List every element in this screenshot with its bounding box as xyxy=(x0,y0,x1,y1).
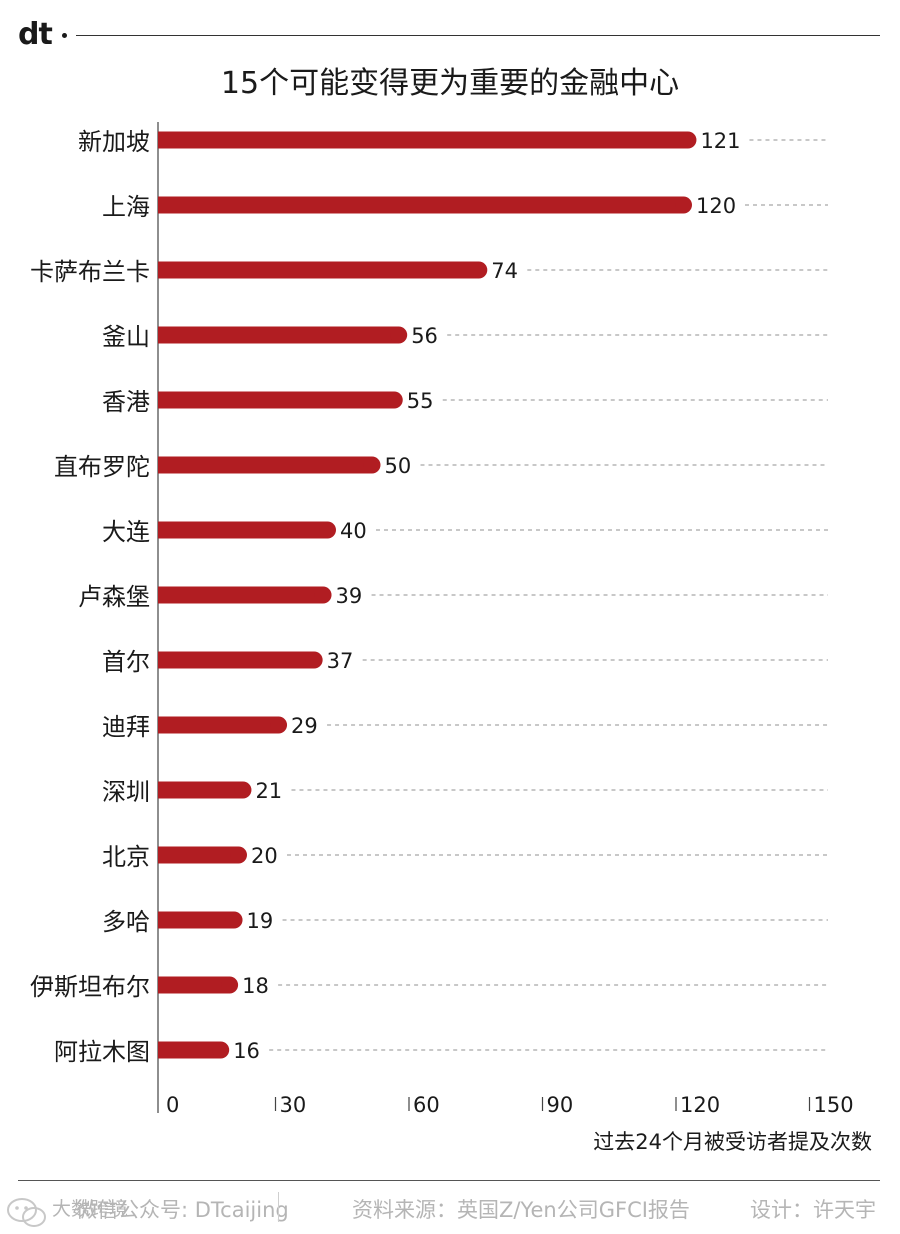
bar-cap xyxy=(270,716,288,734)
bar xyxy=(158,326,399,344)
bar xyxy=(158,716,279,734)
bar-cap xyxy=(212,1041,230,1059)
x-tick-label: 30 xyxy=(280,1093,307,1117)
value-label: 20 xyxy=(251,844,278,868)
chart-title: 15个可能变得更为重要的金融中心 xyxy=(220,66,680,101)
bar-cap xyxy=(225,911,243,929)
value-label: 18 xyxy=(242,974,269,998)
category-label: 釜山 xyxy=(102,323,150,351)
category-label: 卢森堡 xyxy=(78,583,150,611)
value-label: 56 xyxy=(411,324,438,348)
wechat-icon xyxy=(7,1198,46,1227)
bar xyxy=(158,196,684,214)
bar-cap xyxy=(314,586,332,604)
value-label: 29 xyxy=(291,714,318,738)
value-label: 120 xyxy=(696,194,736,218)
logo-dot-icon xyxy=(62,33,67,38)
bar-cap xyxy=(319,521,336,539)
bar-cap xyxy=(675,196,692,214)
footer-wechat: 微信公众号: DTcaijing xyxy=(76,1198,289,1222)
bar xyxy=(158,456,372,474)
category-label: 阿拉木图 xyxy=(54,1038,150,1066)
bar xyxy=(158,651,315,669)
value-label: 74 xyxy=(491,259,518,283)
header-rule xyxy=(76,35,880,36)
category-label: 多哈 xyxy=(102,908,150,936)
bar xyxy=(158,846,239,864)
category-label: 迪拜 xyxy=(102,713,150,741)
value-label: 121 xyxy=(700,129,740,153)
category-label: 卡萨布兰卡 xyxy=(30,258,150,286)
bar-cap xyxy=(230,846,247,864)
brand-logo: dt xyxy=(18,17,53,52)
watermark-text: 大数跨境 xyxy=(52,1198,129,1220)
value-label: 50 xyxy=(385,454,412,478)
bar xyxy=(158,131,688,149)
bar-chart: 新加坡 121 上海 120 卡萨布兰卡 74 釜山 56 香港 55 直布罗陀 50 大连 40 卢森堡 3… xyxy=(30,122,872,1154)
bar xyxy=(158,521,328,539)
category-label: 大连 xyxy=(102,518,150,546)
x-axis-label: 过去24个月被受访者提及次数 xyxy=(593,1130,872,1154)
category-label: 新加坡 xyxy=(78,128,150,156)
bar xyxy=(158,976,230,994)
bar xyxy=(158,586,324,604)
footer-source: 资料来源：英国Z/Yen公司GFCI报告 xyxy=(352,1198,690,1222)
bar xyxy=(158,261,479,279)
value-label: 40 xyxy=(340,519,367,543)
x-tick-label: 150 xyxy=(814,1093,854,1117)
bar xyxy=(158,781,243,799)
bar xyxy=(158,391,395,409)
footer-separator xyxy=(278,1192,279,1222)
value-label: 39 xyxy=(336,584,363,608)
footer-rule xyxy=(18,1180,880,1181)
category-label: 首尔 xyxy=(102,648,150,676)
bar-cap xyxy=(390,326,408,344)
bar-cap xyxy=(305,651,323,669)
footer-design: 设计：许天宇 xyxy=(750,1198,876,1222)
value-label: 37 xyxy=(327,649,354,673)
x-tick-label: 0 xyxy=(166,1093,179,1117)
bar-cap xyxy=(221,976,239,994)
category-label: 直布罗陀 xyxy=(54,453,150,481)
value-label: 21 xyxy=(255,779,282,803)
x-tick-label: 90 xyxy=(547,1093,574,1117)
x-tick-label: 120 xyxy=(680,1093,720,1117)
header-bar: dt xyxy=(18,18,880,52)
bar-cap xyxy=(679,131,697,149)
bar-cap xyxy=(385,391,403,409)
category-label: 深圳 xyxy=(102,778,150,806)
value-label: 55 xyxy=(407,389,434,413)
bar xyxy=(158,911,235,929)
value-label: 16 xyxy=(233,1039,260,1063)
category-label: 北京 xyxy=(102,843,150,871)
bar xyxy=(158,1041,221,1059)
bar-cap xyxy=(470,261,488,279)
category-label: 伊斯坦布尔 xyxy=(30,973,150,1001)
category-label: 香港 xyxy=(102,388,150,416)
x-tick-label: 60 xyxy=(413,1093,440,1117)
footer: 大数跨境 微信公众号: DTcaijing 资料来源：英国Z/Yen公司GFCI… xyxy=(0,1190,900,1230)
bar-cap xyxy=(363,456,381,474)
bar-cap xyxy=(234,781,252,799)
category-label: 上海 xyxy=(102,193,150,221)
value-label: 19 xyxy=(247,909,274,933)
